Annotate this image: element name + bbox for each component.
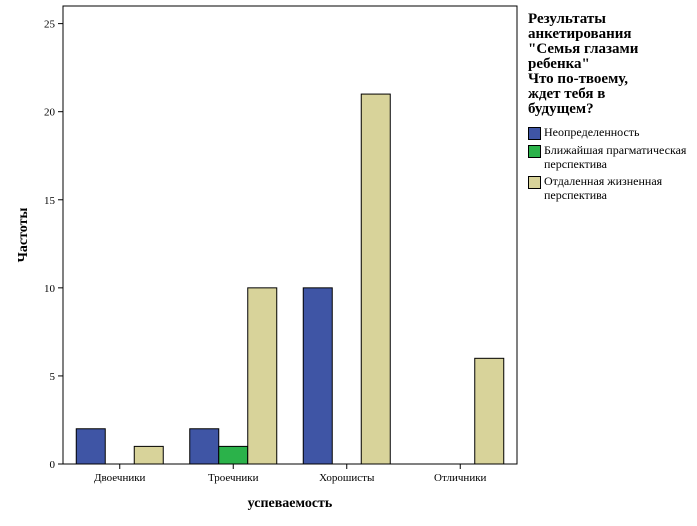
x-tick-label: Хорошисты — [319, 472, 375, 484]
legend-swatch — [528, 176, 541, 189]
x-tick-label: Троечники — [208, 472, 259, 484]
legend-item: Отдаленная жизненная перспектива — [528, 174, 693, 202]
legend-label: Отдаленная жизненная перспектива — [544, 174, 663, 202]
x-tick-label: Отличники — [434, 472, 487, 484]
legend-item: Ближайшая прагматическая перспектива — [528, 143, 693, 171]
y-tick-label: 20 — [44, 107, 56, 119]
y-tick-label: 25 — [44, 19, 56, 31]
legend-title: Результаты анкетирования "Семья глазами … — [528, 11, 639, 117]
plot-area — [62, 5, 518, 465]
y-tick-label: 15 — [44, 195, 56, 207]
bar — [75, 428, 106, 465]
bar — [133, 445, 164, 465]
legend-item: Неопределенность — [528, 125, 693, 140]
bar — [474, 357, 505, 465]
legend: Результаты анкетирования "Семья глазами … — [528, 12, 693, 205]
y-tick-label: 10 — [44, 283, 56, 295]
y-axis-label: Частоты — [16, 208, 31, 263]
legend-swatch — [528, 145, 541, 158]
bar — [189, 428, 220, 465]
y-tick-label: 5 — [50, 371, 56, 383]
bar — [247, 287, 278, 465]
bar — [218, 445, 249, 465]
legend-swatch — [528, 127, 541, 140]
legend-label: Неопределенность — [544, 125, 640, 139]
legend-label: Ближайшая прагматическая перспектива — [544, 143, 687, 171]
x-tick-label: Двоечники — [94, 472, 146, 484]
x-axis-label: успеваемость — [248, 496, 333, 511]
bar — [302, 287, 333, 465]
bar — [360, 93, 391, 465]
y-tick-label: 0 — [50, 459, 56, 471]
